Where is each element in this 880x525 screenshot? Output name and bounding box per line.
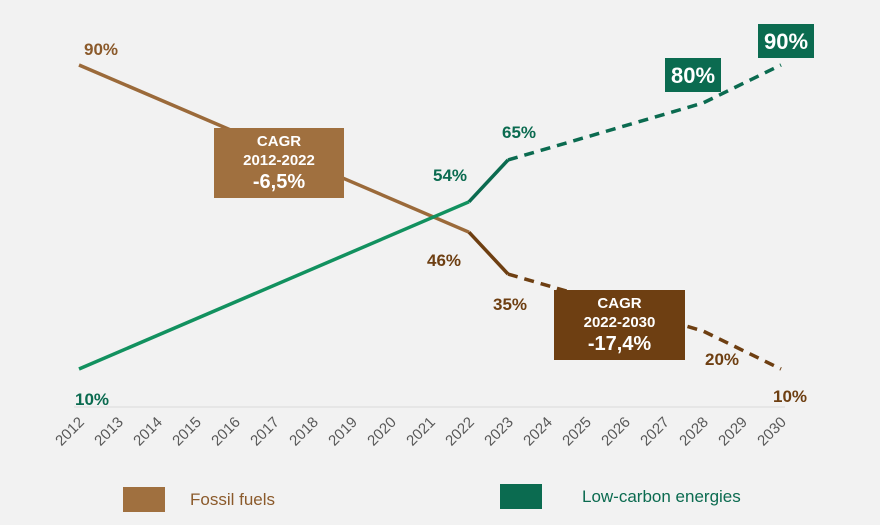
data-label: 20% (705, 350, 739, 369)
data-label: 46% (427, 251, 461, 270)
data-label-box (665, 58, 721, 92)
x-tick-label-2014: 2014 (130, 414, 166, 450)
x-tick-label-2012: 2012 (52, 414, 88, 450)
data-label: 80% (671, 63, 715, 88)
cagr-box (214, 128, 344, 198)
lowcarbon-line-segment-1 (467, 158, 510, 203)
x-tick-label-2021: 2021 (403, 414, 439, 450)
x-tick-label-2013: 2013 (91, 414, 127, 450)
data-label: 10% (773, 387, 807, 406)
x-tick-label-2020: 2020 (364, 414, 400, 450)
cagr-box (554, 290, 685, 360)
x-tick-label-2027: 2027 (637, 414, 673, 450)
x-tick-label-2015: 2015 (169, 414, 205, 450)
fossil-line-segment-1 (467, 231, 510, 276)
x-tick-label-2017: 2017 (247, 414, 283, 450)
lowcarbon-line-segment-0 (78, 200, 470, 371)
data-label-box (758, 24, 814, 58)
x-tick-label-2016: 2016 (208, 414, 244, 450)
data-label: 90% (764, 29, 808, 54)
cagr-text-line: 2012-2022 (243, 152, 315, 169)
x-tick-label-2029: 2029 (715, 414, 751, 450)
data-labels: 90% 10% 54% 46% 65% 35% 80% 20% 90% 10% (75, 24, 814, 409)
x-tick-label-2022: 2022 (442, 414, 478, 450)
fossil-line-segment-2 (507, 272, 782, 371)
cagr-text-line: -17,4% (588, 333, 652, 355)
cagr-text-line: CAGR (257, 133, 301, 150)
data-label: 90% (84, 40, 118, 59)
x-tick-label-2030: 2030 (754, 414, 790, 450)
legend: Fossil fuels Low-carbon energies (123, 484, 741, 512)
lowcarbon-line-segment-2 (507, 63, 782, 162)
data-label: 35% (493, 295, 527, 314)
cagr-annotations: CAGR 2012-2022 -6,5% CAGR 2022-2030 -17,4% (214, 128, 685, 360)
x-tick-labels: 2012 2013 2014 2015 2016 2017 2018 2019 2020 2021… (52, 414, 790, 450)
data-label: 54% (433, 166, 467, 185)
x-tick-label-2025: 2025 (559, 414, 595, 450)
legend-label: Low-carbon energies (582, 487, 741, 506)
legend-label: Fossil fuels (190, 490, 275, 509)
x-tick-label-2023: 2023 (481, 414, 517, 450)
series-layer (78, 63, 782, 371)
data-label: 10% (75, 390, 109, 409)
x-tick-label-2028: 2028 (676, 414, 712, 450)
cagr-text-line: 2022-2030 (584, 314, 656, 331)
cagr-text-line: -6,5% (253, 171, 305, 193)
x-tick-label-2018: 2018 (286, 414, 322, 450)
legend-swatch (500, 484, 542, 509)
cagr-text-line: CAGR (597, 295, 641, 312)
data-label: 65% (502, 123, 536, 142)
x-tick-label-2024: 2024 (520, 414, 556, 450)
x-tick-label-2019: 2019 (325, 414, 361, 450)
x-tick-label-2026: 2026 (598, 414, 634, 450)
legend-swatch (123, 487, 165, 512)
